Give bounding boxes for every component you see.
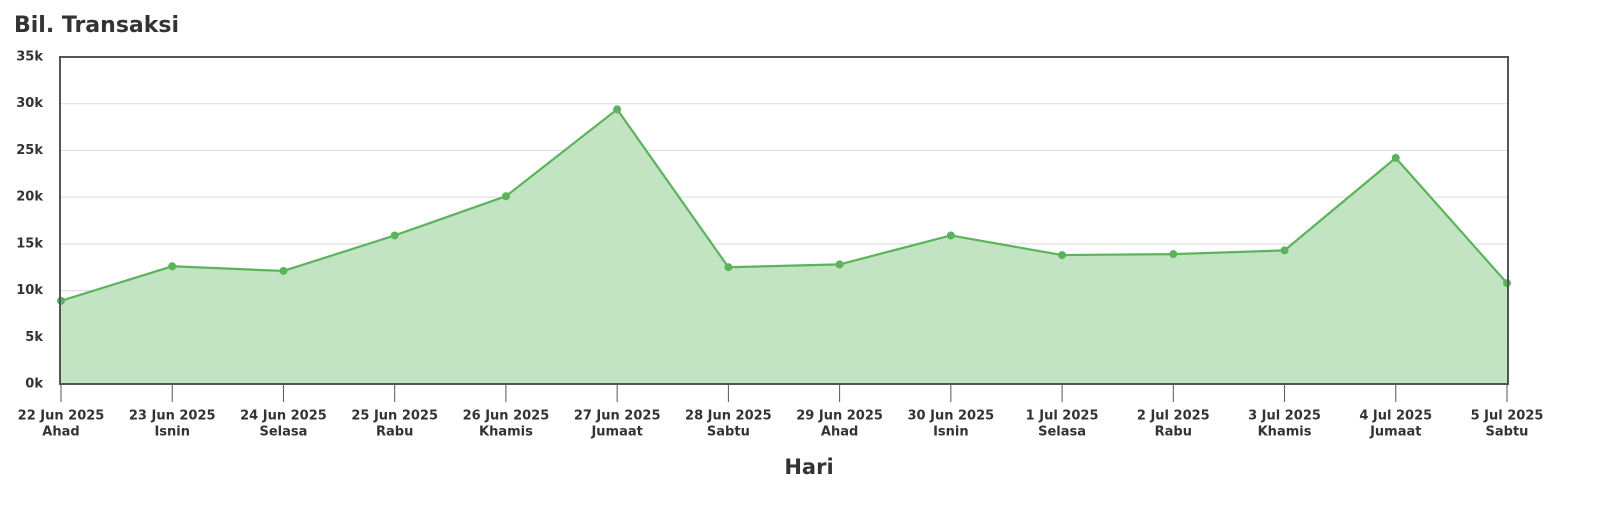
point — [279, 266, 288, 275]
y-tick-label: 0k — [25, 377, 43, 392]
point — [168, 262, 177, 271]
x-tick-sublabel: Khamis — [479, 425, 533, 440]
x-tick-label: 28 Jun 2025 — [685, 409, 772, 424]
x-tick-label: 25 Jun 2025 — [351, 409, 438, 424]
x-tick-sublabel: Jumaat — [1369, 425, 1421, 440]
x-tick-label: 23 Jun 2025 — [129, 409, 216, 424]
x-tick-sublabel: Selasa — [260, 425, 308, 440]
x-tick-sublabel: Jumaat — [590, 425, 642, 440]
y-tick-label: 5k — [25, 330, 43, 345]
x-tick-sublabel: Sabtu — [707, 425, 750, 440]
x-tick-label: 24 Jun 2025 — [240, 409, 327, 424]
point — [501, 192, 510, 201]
x-tick-sublabel: Isnin — [933, 425, 969, 440]
point — [390, 231, 399, 240]
x-tick-sublabel: Khamis — [1258, 425, 1312, 440]
point — [1391, 153, 1400, 162]
x-tick-sublabel: Rabu — [1155, 425, 1192, 440]
x-tick-label: 4 Jul 2025 — [1359, 409, 1432, 424]
x-tick-sublabel: Sabtu — [1486, 425, 1529, 440]
area-fill — [61, 109, 1507, 384]
x-tick-label: 29 Jun 2025 — [796, 409, 883, 424]
y-tick-label: 20k — [16, 190, 43, 205]
x-tick-label: 22 Jun 2025 — [18, 409, 105, 424]
x-axis-title: Hari — [784, 455, 833, 479]
x-tick-label: 1 Jul 2025 — [1026, 409, 1099, 424]
y-tick-label: 35k — [16, 50, 43, 65]
point — [724, 263, 733, 272]
line — [60, 108, 1508, 302]
y-tick-label: 10k — [16, 283, 43, 298]
x-tick-label: 5 Jul 2025 — [1471, 409, 1544, 424]
point — [613, 105, 622, 114]
point — [946, 231, 955, 240]
x-tick-sublabel: Ahad — [821, 425, 858, 440]
x-tick-sublabel: Rabu — [376, 425, 413, 440]
point — [1058, 251, 1067, 260]
x-tick-label: 3 Jul 2025 — [1248, 409, 1321, 424]
point — [835, 260, 844, 269]
y-tick-label: 25k — [16, 143, 43, 158]
x-tick-label: 30 Jun 2025 — [908, 409, 995, 424]
x-tick-label: 27 Jun 2025 — [574, 409, 661, 424]
chart-title: Bil. Transaksi — [14, 13, 179, 38]
plot-frame — [59, 56, 1509, 385]
y-tick-label: 30k — [16, 96, 43, 111]
x-tick-sublabel: Ahad — [42, 425, 79, 440]
x-tick-sublabel: Isnin — [154, 425, 190, 440]
point — [1169, 250, 1178, 259]
x-tick-label: 2 Jul 2025 — [1137, 409, 1210, 424]
y-tick-label: 15k — [16, 236, 43, 251]
x-tick-sublabel: Selasa — [1038, 425, 1086, 440]
x-tick-label: 26 Jun 2025 — [463, 409, 550, 424]
point — [1280, 246, 1289, 255]
